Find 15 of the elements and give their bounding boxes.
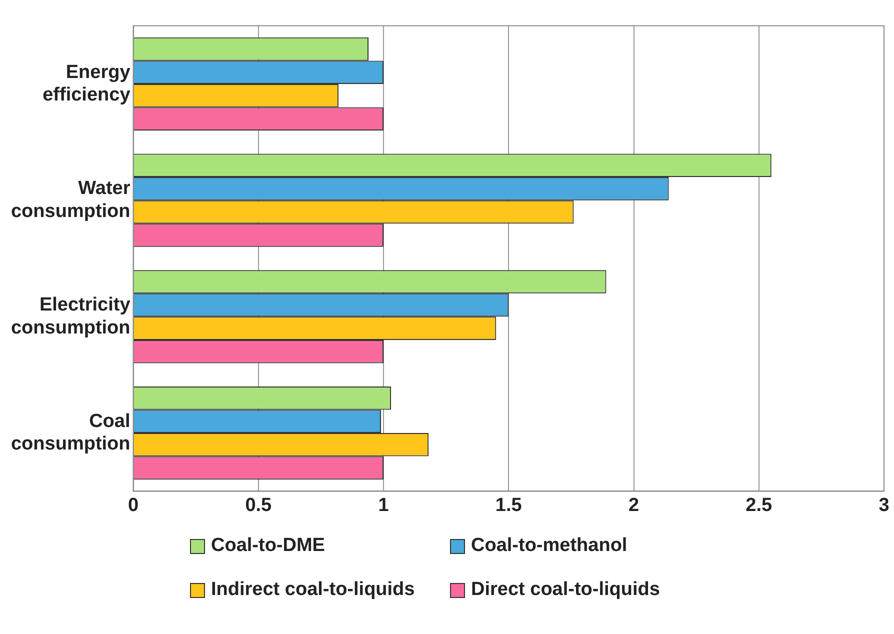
x-tick-label: 1.5: [495, 494, 522, 516]
x-tick-label: 2: [628, 494, 640, 516]
y-tick-label: Energy efficiency: [42, 62, 131, 106]
legend-label: Direct coal-to-liquids: [471, 579, 660, 601]
y-tick-label: Water consumption: [10, 178, 131, 222]
legend-label: Coal-to-methanol: [471, 535, 628, 557]
x-tick-label: 3: [878, 494, 890, 516]
x-tick-label: 0.5: [245, 494, 272, 516]
x-tick-label: 0: [128, 494, 139, 516]
x-tick-label: 2.5: [746, 494, 773, 516]
y-tick-label: Electricity consumption: [10, 294, 131, 338]
y-tick-label: Coal consumption: [10, 410, 130, 455]
legend-label: Indirect coal-to-liquids: [211, 579, 415, 601]
x-tick-label: 1: [378, 494, 390, 516]
legend-label: Coal-to-DME: [211, 535, 325, 557]
